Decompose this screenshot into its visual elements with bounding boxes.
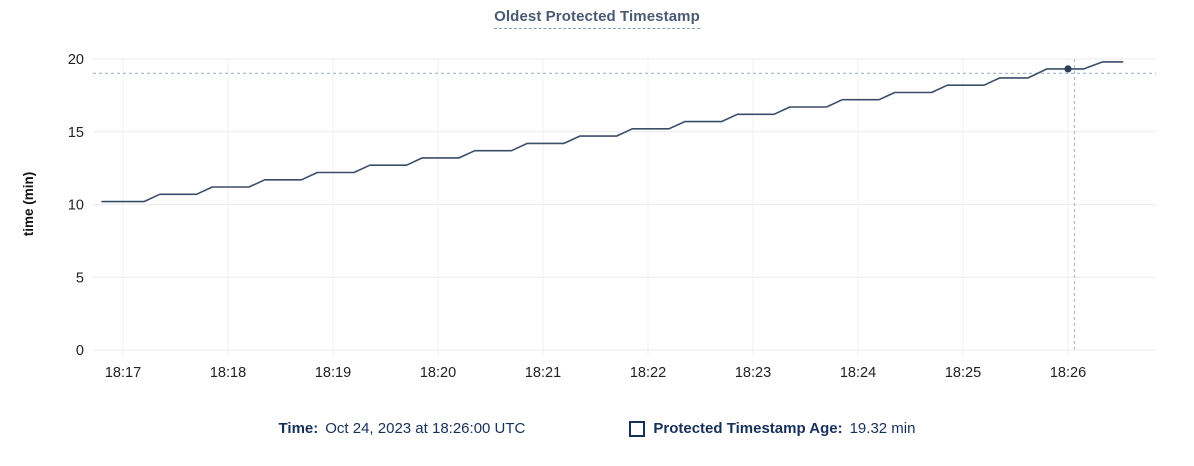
x-tick-18:19: 18:19 [315, 365, 351, 381]
x-tick-18:22: 18:22 [630, 365, 666, 381]
time-value: Oct 24, 2023 at 18:26:00 UTC [325, 420, 526, 437]
x-tick-18:17: 18:17 [105, 365, 141, 381]
x-tick-18:25: 18:25 [945, 365, 981, 381]
time-label: Time: [278, 420, 319, 437]
time-readout: Time: Oct 24, 2023 at 18:26:00 UTC [279, 420, 526, 437]
x-axis-tick-labels: 18:17 18:18 18:19 18:20 18:21 18:22 18:23 18:24… [105, 365, 1086, 381]
series-label: Protected Timestamp Age: [653, 420, 843, 437]
x-tick-18:23: 18:23 [735, 365, 771, 381]
vertical-gridlines [122, 59, 1069, 356]
chart-title-row: Oldest Protected Timestamp [0, 8, 1194, 29]
x-tick-18:21: 18:21 [525, 365, 561, 381]
series-line [101, 61, 1124, 203]
x-tick-18:24: 18:24 [840, 365, 876, 381]
y-axis-tick-labels: 0 5 10 15 20 [68, 52, 84, 359]
chart-title[interactable]: Oldest Protected Timestamp [494, 8, 700, 29]
y-tick-5: 5 [76, 270, 84, 286]
series-readout: Protected Timestamp Age: 19.32 min [629, 420, 915, 437]
legend-checkbox[interactable] [629, 420, 646, 437]
hover-readout-bar: Time: Oct 24, 2023 at 18:26:00 UTC Prote… [0, 420, 1194, 437]
y-tick-0: 0 [76, 343, 84, 359]
crosshair [93, 59, 1156, 350]
x-tick-18:18: 18:18 [210, 365, 246, 381]
highlight-dot [1064, 65, 1072, 73]
y-tick-20: 20 [68, 52, 84, 68]
x-tick-18:20: 18:20 [420, 365, 456, 381]
series-value: 19.32 min [849, 420, 916, 437]
y-tick-10: 10 [68, 198, 84, 214]
x-tick-18:26: 18:26 [1050, 365, 1086, 381]
y-tick-15: 15 [68, 125, 84, 141]
y-axis-label: time (min) [21, 172, 36, 237]
horizontal-gridlines [93, 58, 1156, 351]
